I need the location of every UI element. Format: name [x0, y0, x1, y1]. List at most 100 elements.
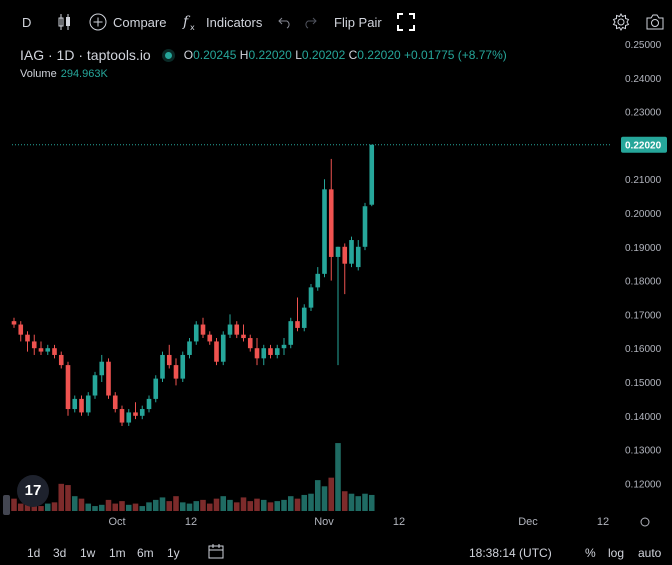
volume-bar: [368, 494, 375, 511]
candle-body: [153, 378, 159, 399]
close-value: 0.22020: [357, 48, 401, 62]
candle-body: [52, 348, 57, 355]
market-status-dot: [164, 51, 172, 59]
range-6m[interactable]: 6m: [137, 546, 154, 560]
volume-bar: [11, 498, 17, 511]
volume-bar: [206, 503, 213, 511]
flip-pair-label: Flip Pair: [334, 14, 382, 30]
candle-body: [301, 307, 307, 328]
svg-text:x: x: [190, 23, 195, 31]
candle-body: [31, 341, 37, 349]
volume-bar: [44, 503, 51, 511]
low-label: L: [295, 48, 302, 62]
chart-type-button[interactable]: [57, 12, 73, 32]
volume-bar: [321, 486, 328, 511]
candle-body: [207, 334, 213, 342]
flip-pair-button[interactable]: Flip Pair: [334, 12, 382, 32]
settings-button[interactable]: [612, 12, 630, 32]
candle-body: [139, 409, 145, 416]
candle-body: [328, 189, 334, 257]
candle-body: [295, 321, 300, 328]
volume-bar: [274, 501, 281, 511]
volume-bar: [294, 498, 301, 511]
high-value: 0.22020: [248, 48, 292, 62]
compare-label: Compare: [113, 14, 167, 30]
log-toggle[interactable]: log: [608, 546, 625, 560]
candle-body: [11, 321, 17, 325]
candle-body: [247, 338, 253, 349]
volume-bar: [267, 502, 274, 511]
candle-body: [322, 189, 327, 274]
candle-body: [160, 354, 165, 379]
price-tick-label: 0.15000: [625, 378, 662, 389]
candle-body: [241, 334, 246, 339]
candle-body: [65, 365, 71, 410]
screenshot-button[interactable]: [646, 12, 664, 32]
auto-toggle[interactable]: auto: [638, 546, 662, 560]
volume-bar: [159, 497, 166, 511]
volume-bar: [78, 498, 85, 511]
axis-settings-icon[interactable]: [640, 517, 650, 527]
volume-bar: [200, 499, 206, 511]
candle-body: [18, 324, 24, 335]
volume-bar: [227, 499, 233, 511]
range-3d[interactable]: 3d: [53, 546, 67, 560]
redo-button[interactable]: [303, 12, 317, 32]
volume-bar: [287, 496, 294, 511]
candle-body: [281, 344, 287, 349]
volume-bar: [51, 502, 58, 511]
volume-bar: [105, 499, 112, 511]
time-tick-label: Dec: [518, 516, 538, 528]
candle-body: [234, 324, 240, 335]
interval-button[interactable]: D: [22, 12, 31, 32]
volume-bar: [139, 506, 146, 511]
candle-body: [119, 409, 125, 423]
candle-body: [106, 361, 111, 396]
candle-body: [126, 412, 132, 423]
candle-body: [268, 348, 273, 355]
price-tick-label: 0.14000: [625, 412, 662, 423]
volume-bar: [308, 493, 314, 511]
volume-bar: [233, 502, 240, 511]
candle-body: [362, 206, 368, 247]
volume-bar: [341, 491, 348, 511]
candle-body: [274, 348, 280, 355]
date-range-button[interactable]: [208, 544, 224, 562]
compare-button[interactable]: Compare: [89, 12, 166, 32]
tradingview-logo[interactable]: 17: [17, 475, 49, 507]
volume-bar: [71, 496, 78, 511]
candle-body: [92, 375, 98, 396]
percent-toggle[interactable]: %: [585, 546, 596, 560]
price-tick-label: 0.19000: [625, 243, 662, 254]
volume-bar: [24, 502, 31, 511]
volume-bar: [92, 506, 98, 511]
volume-bar: [152, 499, 159, 511]
candle-body: [58, 354, 64, 366]
volume-bar: [31, 504, 38, 511]
candle-body: [288, 321, 294, 345]
candle-body: [99, 361, 105, 376]
volume-bar: [65, 485, 71, 511]
candle-body: [45, 348, 51, 352]
candle-body: [193, 324, 199, 342]
undo-button[interactable]: [278, 12, 292, 32]
symbol-title: IAG · 1D · taptools.io: [20, 47, 151, 63]
price-tick-label: 0.16000: [625, 344, 662, 355]
fullscreen-button[interactable]: [397, 12, 415, 32]
candle-body: [349, 240, 354, 264]
range-1y[interactable]: 1y: [167, 546, 180, 560]
candle-body: [180, 354, 186, 379]
candle-body: [173, 365, 179, 379]
clock-time[interactable]: 18:38:14 (UTC): [469, 546, 552, 560]
price-tick-label: 0.23000: [625, 108, 662, 119]
range-1w[interactable]: 1w: [80, 546, 96, 560]
range-1m[interactable]: 1m: [109, 546, 126, 560]
plus-circle-icon: [89, 13, 107, 31]
range-1d[interactable]: 1d: [27, 546, 41, 560]
volume-bar: [328, 477, 335, 511]
pane-resize-handle[interactable]: [3, 495, 10, 515]
